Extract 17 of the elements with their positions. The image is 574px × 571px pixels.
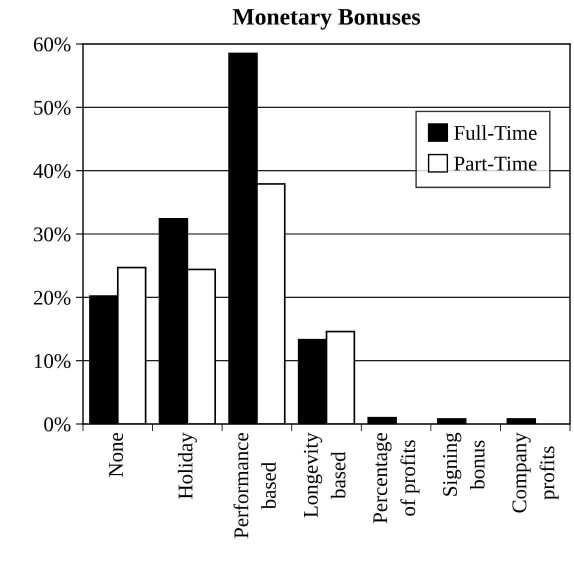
x-tick-label: Holiday <box>178 432 197 499</box>
legend-label: Full-Time <box>454 125 537 140</box>
x-tick-label: Percentage of profits <box>373 433 420 524</box>
x-tick-label: Longevity based <box>304 432 346 518</box>
y-tick-label: 30% <box>34 227 70 242</box>
x-tick-label: Company profits <box>512 432 559 512</box>
y-tick-label: 40% <box>33 164 70 178</box>
legend-label: Part-Time <box>454 156 537 171</box>
y-tick-label: 60% <box>34 37 70 52</box>
y-tick-label: 0% <box>44 417 70 432</box>
x-tick-label: Performance based <box>233 433 276 538</box>
chart-title: Monetary Bonuses <box>232 9 420 30</box>
y-tick-label: 20% <box>34 290 70 305</box>
y-tick-label: 50% <box>34 100 70 115</box>
x-tick-label: None <box>109 433 123 477</box>
y-tick-label: 10% <box>34 354 70 368</box>
x-tick-label: Signing bonus <box>443 432 485 496</box>
